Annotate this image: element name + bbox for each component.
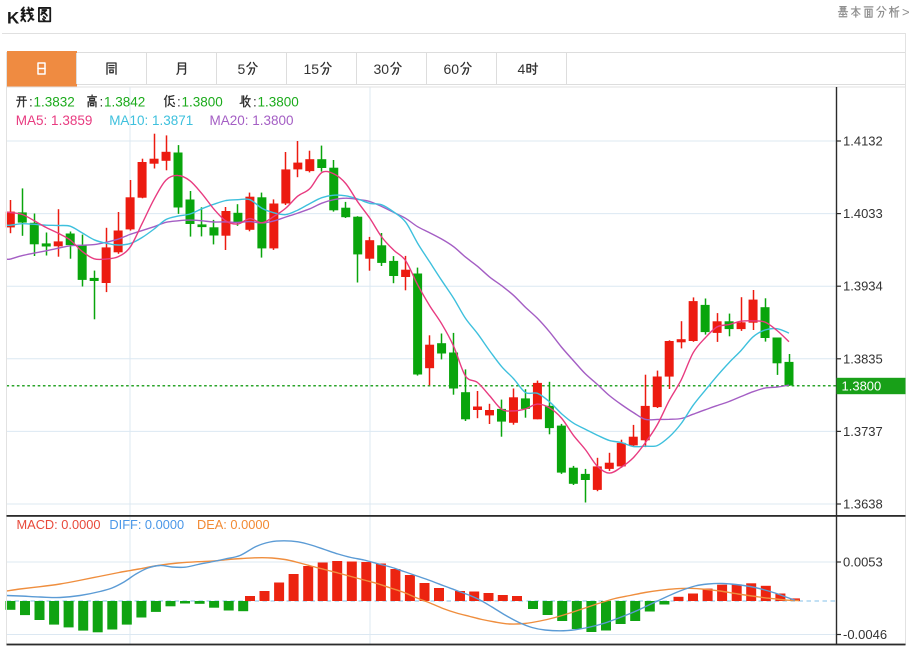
svg-text::: : bbox=[100, 95, 104, 110]
svg-text:MA5: 1.3859: MA5: 1.3859 bbox=[16, 113, 93, 128]
svg-text:DIFF: 0.0000: DIFF: 0.0000 bbox=[109, 517, 184, 532]
svg-text:1.4132: 1.4132 bbox=[843, 134, 883, 149]
svg-text:DEA: 0.0000: DEA: 0.0000 bbox=[197, 517, 270, 532]
svg-text:1.3934: 1.3934 bbox=[843, 279, 883, 294]
svg-text:1.3832: 1.3832 bbox=[34, 95, 75, 110]
svg-text:MA20: 1.3800: MA20: 1.3800 bbox=[210, 113, 294, 128]
svg-text:1.3800: 1.3800 bbox=[842, 379, 882, 394]
svg-text:1.3638: 1.3638 bbox=[843, 497, 883, 512]
svg-text:MA10: 1.3871: MA10: 1.3871 bbox=[109, 113, 193, 128]
svg-text:>: > bbox=[902, 5, 909, 20]
svg-text::: : bbox=[253, 95, 257, 110]
svg-text::: : bbox=[177, 95, 181, 110]
svg-text:1.3835: 1.3835 bbox=[843, 351, 883, 366]
svg-text:-0.0046: -0.0046 bbox=[843, 627, 887, 642]
svg-text::: : bbox=[29, 95, 33, 110]
svg-text:1.4033: 1.4033 bbox=[843, 206, 883, 221]
svg-text:15: 15 bbox=[304, 61, 320, 77]
svg-text:K: K bbox=[7, 9, 20, 28]
svg-text:1.3800: 1.3800 bbox=[258, 95, 299, 110]
svg-text:60: 60 bbox=[444, 61, 460, 77]
svg-text:1.3800: 1.3800 bbox=[182, 95, 223, 110]
svg-text:1.3737: 1.3737 bbox=[843, 424, 883, 439]
svg-text:0.0053: 0.0053 bbox=[843, 555, 883, 570]
svg-text:30: 30 bbox=[374, 61, 390, 77]
svg-text:1.3842: 1.3842 bbox=[104, 95, 145, 110]
svg-text:MACD: 0.0000: MACD: 0.0000 bbox=[17, 517, 101, 532]
svg-text:4: 4 bbox=[518, 61, 526, 77]
svg-text:5: 5 bbox=[238, 61, 246, 77]
